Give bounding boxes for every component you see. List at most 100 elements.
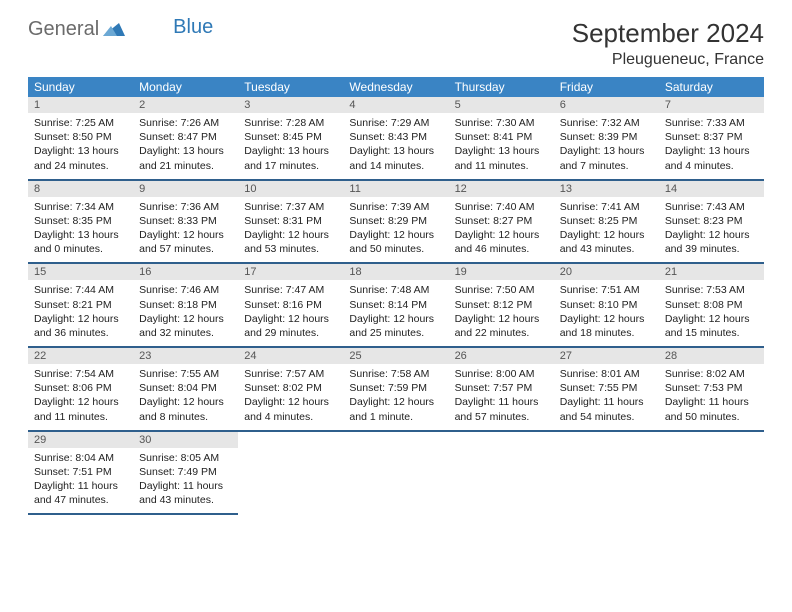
day-number: 28 [659, 348, 764, 364]
day-header-row: SundayMondayTuesdayWednesdayThursdayFrid… [28, 77, 764, 97]
day-cell: 28Sunrise: 8:02 AMSunset: 7:53 PMDayligh… [659, 347, 764, 431]
day-number: 23 [133, 348, 238, 364]
day-cell: 4Sunrise: 7:29 AMSunset: 8:43 PMDaylight… [343, 97, 448, 180]
day-cell [343, 431, 448, 515]
day-number: 6 [554, 97, 659, 113]
week-row: 22Sunrise: 7:54 AMSunset: 8:06 PMDayligh… [28, 347, 764, 431]
day-details: Sunrise: 7:29 AMSunset: 8:43 PMDaylight:… [343, 113, 448, 179]
day-number: 21 [659, 264, 764, 280]
day-details: Sunrise: 7:28 AMSunset: 8:45 PMDaylight:… [238, 113, 343, 179]
day-number: 25 [343, 348, 448, 364]
day-details: Sunrise: 8:00 AMSunset: 7:57 PMDaylight:… [449, 364, 554, 430]
day-cell [449, 431, 554, 515]
day-details: Sunrise: 7:25 AMSunset: 8:50 PMDaylight:… [28, 113, 133, 179]
day-header: Sunday [28, 77, 133, 97]
day-details: Sunrise: 7:32 AMSunset: 8:39 PMDaylight:… [554, 113, 659, 179]
brand-part2: Blue [173, 16, 213, 39]
day-details: Sunrise: 8:04 AMSunset: 7:51 PMDaylight:… [28, 448, 133, 514]
day-cell: 1Sunrise: 7:25 AMSunset: 8:50 PMDaylight… [28, 97, 133, 180]
day-header: Monday [133, 77, 238, 97]
day-number: 15 [28, 264, 133, 280]
day-cell: 16Sunrise: 7:46 AMSunset: 8:18 PMDayligh… [133, 263, 238, 347]
day-details: Sunrise: 8:05 AMSunset: 7:49 PMDaylight:… [133, 448, 238, 514]
day-cell: 20Sunrise: 7:51 AMSunset: 8:10 PMDayligh… [554, 263, 659, 347]
day-header: Tuesday [238, 77, 343, 97]
day-details: Sunrise: 7:53 AMSunset: 8:08 PMDaylight:… [659, 280, 764, 346]
day-details: Sunrise: 7:41 AMSunset: 8:25 PMDaylight:… [554, 197, 659, 263]
day-number: 11 [343, 181, 448, 197]
day-cell: 8Sunrise: 7:34 AMSunset: 8:35 PMDaylight… [28, 180, 133, 264]
day-number: 16 [133, 264, 238, 280]
day-details: Sunrise: 7:36 AMSunset: 8:33 PMDaylight:… [133, 197, 238, 263]
day-number: 17 [238, 264, 343, 280]
logo-triangle-icon [103, 18, 125, 41]
day-number: 4 [343, 97, 448, 113]
brand-logo: General Blue [28, 18, 213, 41]
day-number: 20 [554, 264, 659, 280]
day-number: 24 [238, 348, 343, 364]
day-number: 7 [659, 97, 764, 113]
day-details: Sunrise: 7:33 AMSunset: 8:37 PMDaylight:… [659, 113, 764, 179]
day-details: Sunrise: 7:44 AMSunset: 8:21 PMDaylight:… [28, 280, 133, 346]
day-header: Friday [554, 77, 659, 97]
day-cell [659, 431, 764, 515]
day-cell: 3Sunrise: 7:28 AMSunset: 8:45 PMDaylight… [238, 97, 343, 180]
day-cell: 7Sunrise: 7:33 AMSunset: 8:37 PMDaylight… [659, 97, 764, 180]
day-number: 2 [133, 97, 238, 113]
day-number: 29 [28, 432, 133, 448]
day-details: Sunrise: 7:30 AMSunset: 8:41 PMDaylight:… [449, 113, 554, 179]
day-number: 3 [238, 97, 343, 113]
day-details: Sunrise: 7:50 AMSunset: 8:12 PMDaylight:… [449, 280, 554, 346]
day-number: 26 [449, 348, 554, 364]
day-cell: 30Sunrise: 8:05 AMSunset: 7:49 PMDayligh… [133, 431, 238, 515]
day-cell: 18Sunrise: 7:48 AMSunset: 8:14 PMDayligh… [343, 263, 448, 347]
day-details: Sunrise: 8:02 AMSunset: 7:53 PMDaylight:… [659, 364, 764, 430]
day-number: 13 [554, 181, 659, 197]
day-details: Sunrise: 7:57 AMSunset: 8:02 PMDaylight:… [238, 364, 343, 430]
day-cell [554, 431, 659, 515]
day-number: 12 [449, 181, 554, 197]
calendar-table: SundayMondayTuesdayWednesdayThursdayFrid… [28, 77, 764, 515]
day-details: Sunrise: 7:40 AMSunset: 8:27 PMDaylight:… [449, 197, 554, 263]
day-number: 14 [659, 181, 764, 197]
day-number: 1 [28, 97, 133, 113]
brand-part1: General [28, 18, 99, 41]
month-title: September 2024 [572, 18, 764, 49]
day-details: Sunrise: 7:43 AMSunset: 8:23 PMDaylight:… [659, 197, 764, 263]
day-cell: 19Sunrise: 7:50 AMSunset: 8:12 PMDayligh… [449, 263, 554, 347]
week-row: 15Sunrise: 7:44 AMSunset: 8:21 PMDayligh… [28, 263, 764, 347]
day-cell: 29Sunrise: 8:04 AMSunset: 7:51 PMDayligh… [28, 431, 133, 515]
day-cell: 11Sunrise: 7:39 AMSunset: 8:29 PMDayligh… [343, 180, 448, 264]
day-cell: 24Sunrise: 7:57 AMSunset: 8:02 PMDayligh… [238, 347, 343, 431]
week-row: 29Sunrise: 8:04 AMSunset: 7:51 PMDayligh… [28, 431, 764, 515]
day-cell [238, 431, 343, 515]
day-details: Sunrise: 7:51 AMSunset: 8:10 PMDaylight:… [554, 280, 659, 346]
day-cell: 17Sunrise: 7:47 AMSunset: 8:16 PMDayligh… [238, 263, 343, 347]
day-cell: 6Sunrise: 7:32 AMSunset: 8:39 PMDaylight… [554, 97, 659, 180]
day-details: Sunrise: 7:37 AMSunset: 8:31 PMDaylight:… [238, 197, 343, 263]
day-number: 8 [28, 181, 133, 197]
day-cell: 10Sunrise: 7:37 AMSunset: 8:31 PMDayligh… [238, 180, 343, 264]
day-details: Sunrise: 7:39 AMSunset: 8:29 PMDaylight:… [343, 197, 448, 263]
day-cell: 14Sunrise: 7:43 AMSunset: 8:23 PMDayligh… [659, 180, 764, 264]
page-header: General Blue September 2024 Pleugueneuc,… [28, 18, 764, 69]
day-cell: 12Sunrise: 7:40 AMSunset: 8:27 PMDayligh… [449, 180, 554, 264]
day-details: Sunrise: 7:46 AMSunset: 8:18 PMDaylight:… [133, 280, 238, 346]
day-cell: 21Sunrise: 7:53 AMSunset: 8:08 PMDayligh… [659, 263, 764, 347]
day-header: Thursday [449, 77, 554, 97]
day-details: Sunrise: 7:47 AMSunset: 8:16 PMDaylight:… [238, 280, 343, 346]
day-number: 27 [554, 348, 659, 364]
day-number: 5 [449, 97, 554, 113]
day-number: 19 [449, 264, 554, 280]
day-details: Sunrise: 7:55 AMSunset: 8:04 PMDaylight:… [133, 364, 238, 430]
day-details: Sunrise: 7:34 AMSunset: 8:35 PMDaylight:… [28, 197, 133, 263]
day-number: 22 [28, 348, 133, 364]
week-row: 1Sunrise: 7:25 AMSunset: 8:50 PMDaylight… [28, 97, 764, 180]
day-cell: 2Sunrise: 7:26 AMSunset: 8:47 PMDaylight… [133, 97, 238, 180]
week-row: 8Sunrise: 7:34 AMSunset: 8:35 PMDaylight… [28, 180, 764, 264]
title-block: September 2024 Pleugueneuc, France [572, 18, 764, 69]
day-cell: 26Sunrise: 8:00 AMSunset: 7:57 PMDayligh… [449, 347, 554, 431]
day-cell: 9Sunrise: 7:36 AMSunset: 8:33 PMDaylight… [133, 180, 238, 264]
day-cell: 25Sunrise: 7:58 AMSunset: 7:59 PMDayligh… [343, 347, 448, 431]
day-header: Wednesday [343, 77, 448, 97]
